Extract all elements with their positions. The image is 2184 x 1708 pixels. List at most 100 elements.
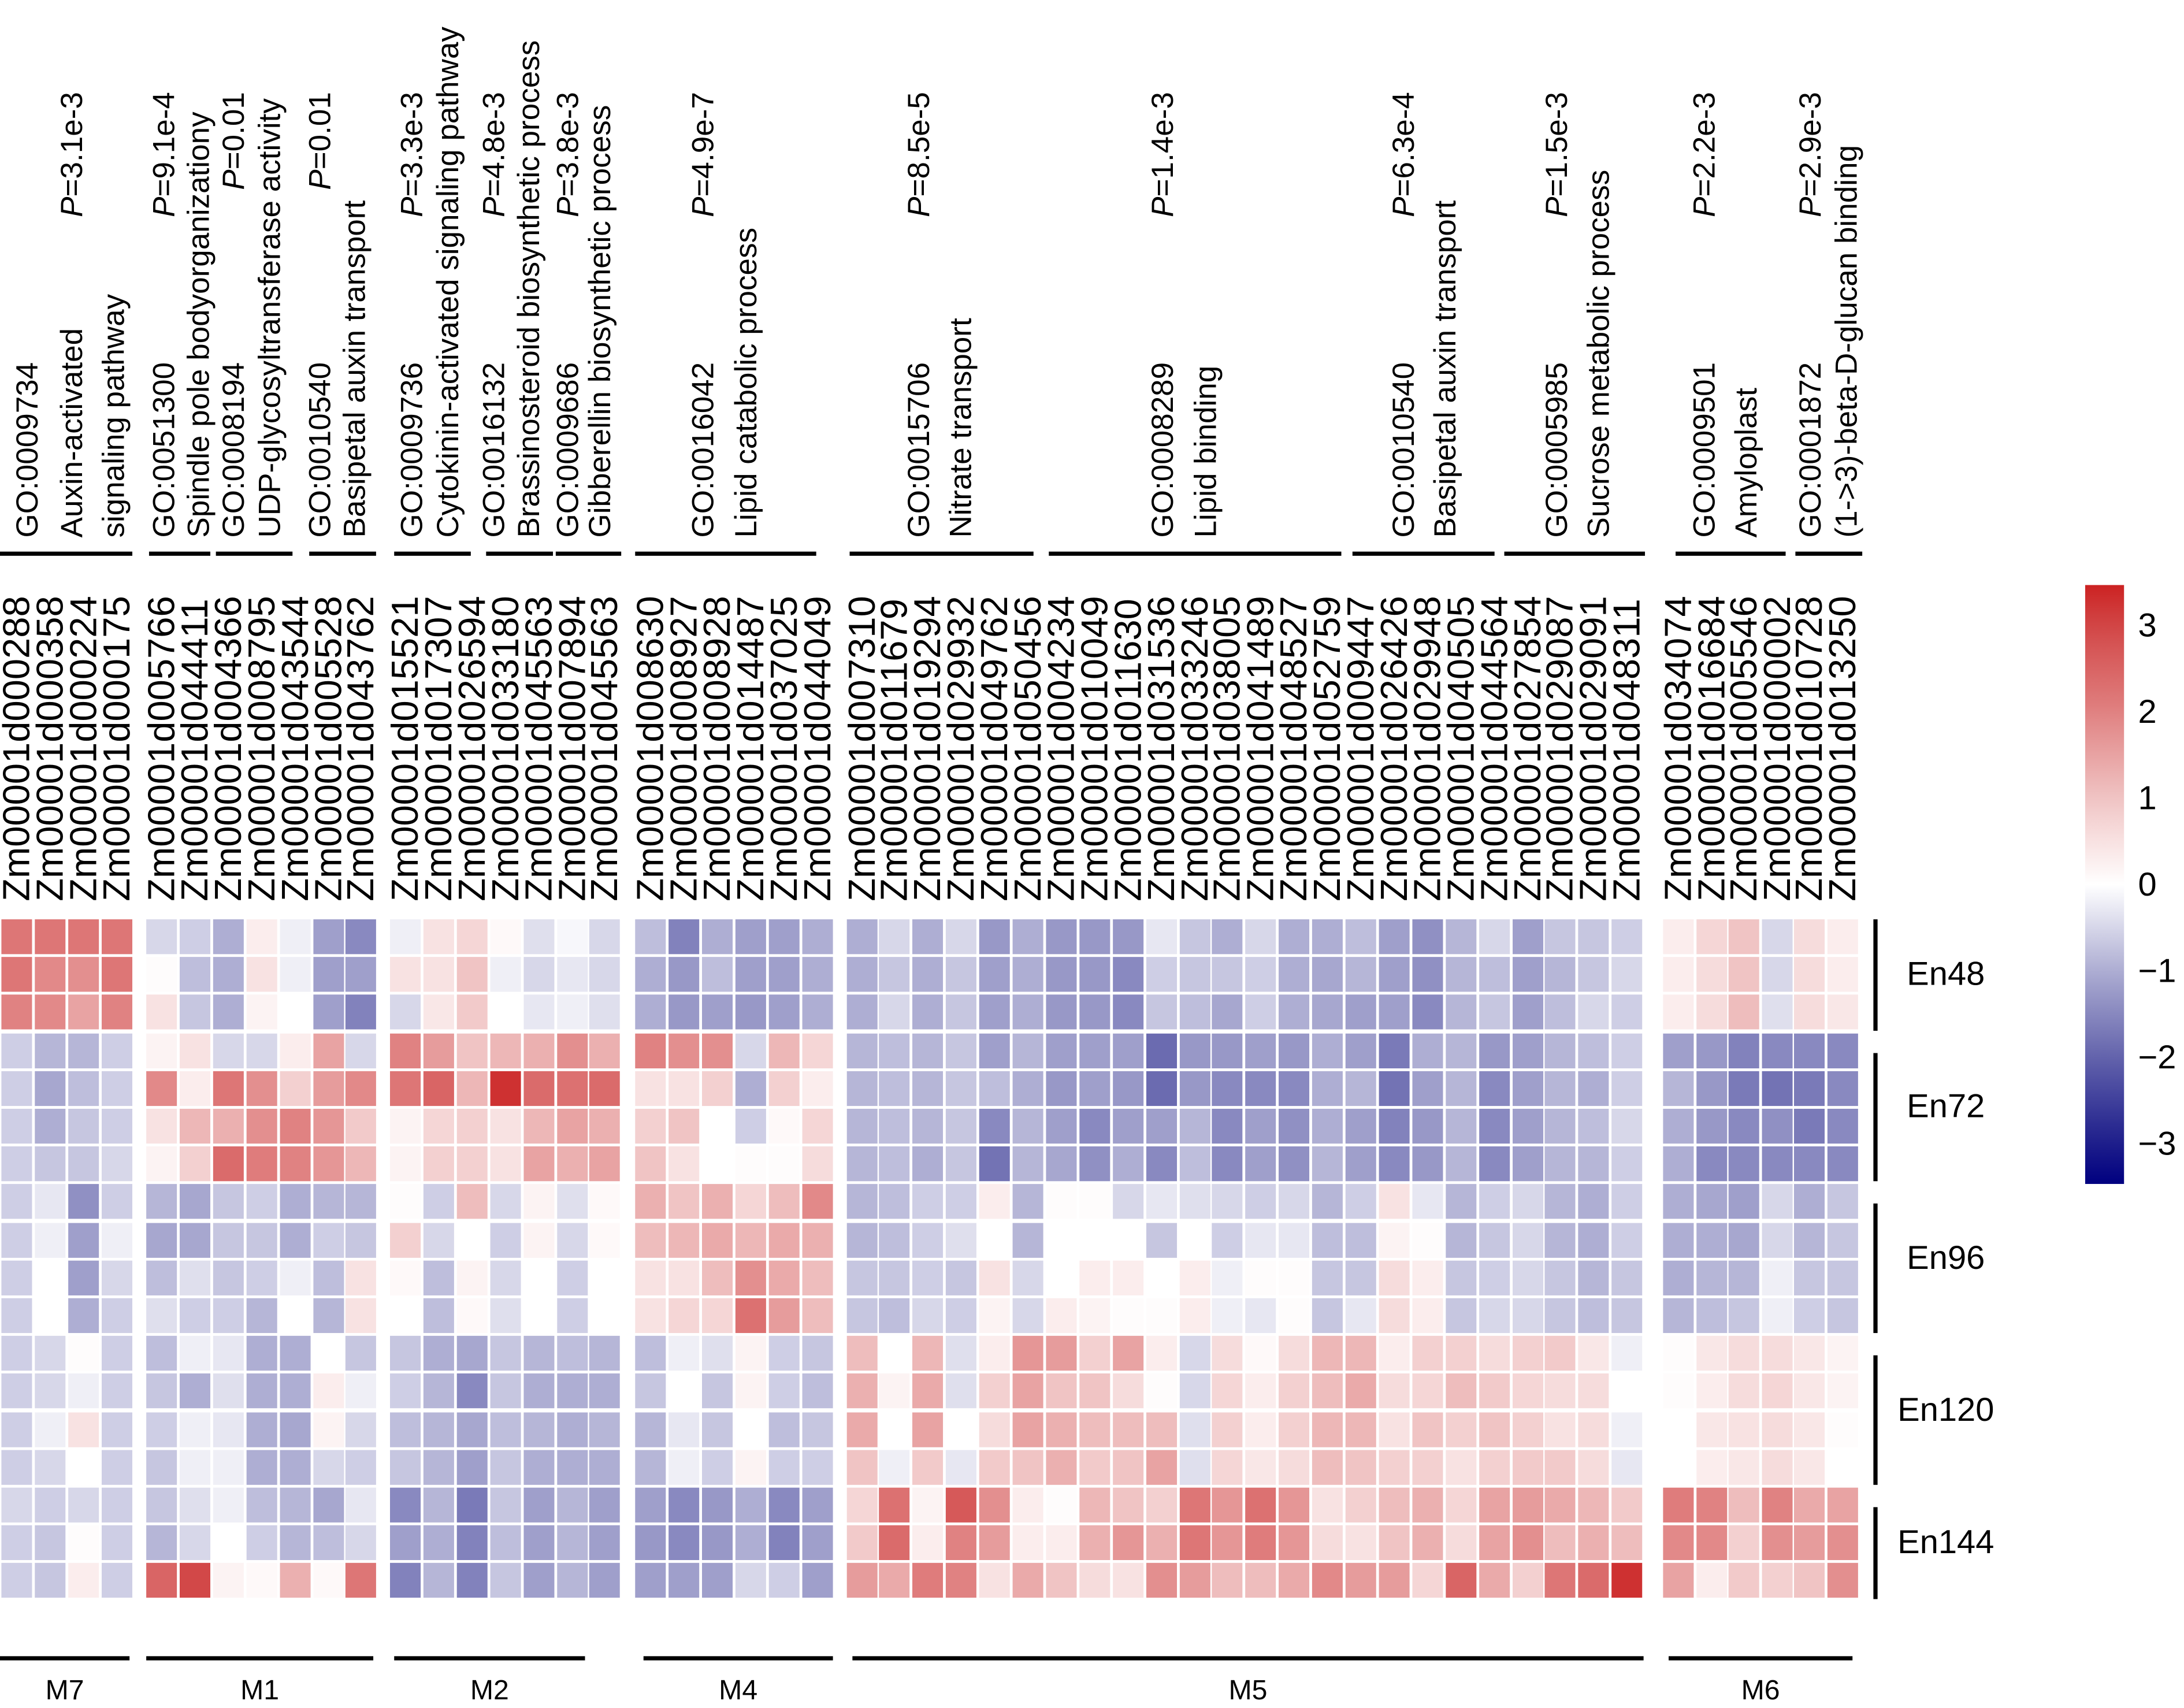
heatmap-cell	[423, 1071, 454, 1106]
heatmap-cell	[1445, 1563, 1476, 1599]
heatmap-cell	[489, 957, 521, 992]
heatmap-cell	[1728, 1260, 1759, 1295]
heatmap-cell	[1179, 1336, 1210, 1371]
p-symbol: P	[476, 196, 511, 217]
heatmap-cell	[1379, 1412, 1410, 1447]
heatmap-cell	[589, 1185, 621, 1220]
heatmap-cell	[1245, 1108, 1276, 1144]
heatmap-cell	[1663, 919, 1694, 955]
heatmap-cell	[635, 1185, 666, 1220]
heatmap-cell	[768, 1450, 799, 1485]
heatmap-cell	[1012, 957, 1043, 992]
heatmap-cell	[313, 1525, 344, 1561]
go-id: GO:0010540	[1386, 362, 1421, 538]
heatmap-cell	[246, 1373, 277, 1409]
heatmap-cell	[489, 1260, 521, 1295]
heatmap-cell	[1511, 1222, 1543, 1257]
heatmap-cell	[423, 1563, 454, 1599]
p-value: P=0.01	[216, 92, 251, 190]
heatmap-cell	[1212, 1260, 1243, 1295]
heatmap-cell	[979, 1071, 1010, 1106]
heatmap-cell	[1412, 1146, 1443, 1182]
heatmap-cell	[1826, 1071, 1858, 1106]
heatmap-cell	[846, 1222, 877, 1257]
heatmap-cell	[1696, 1450, 1727, 1485]
heatmap-cell	[35, 1336, 66, 1371]
go-bracket	[635, 551, 816, 556]
heatmap-cell	[1146, 1373, 1177, 1409]
heatmap-cell	[1578, 1373, 1610, 1409]
heatmap-cell	[1793, 1336, 1825, 1371]
heatmap-cell	[1, 1185, 32, 1220]
heatmap-cell	[489, 995, 521, 1030]
heatmap-cell	[1079, 1146, 1110, 1182]
heatmap-cell	[979, 1146, 1010, 1182]
heatmap-cell	[456, 1563, 488, 1599]
heatmap-cell	[389, 995, 421, 1030]
heatmap-cell	[1793, 1563, 1825, 1599]
heatmap-cell	[1696, 957, 1727, 992]
heatmap-cell	[735, 1412, 766, 1447]
heatmap-cell	[68, 957, 99, 992]
heatmap-cell	[1663, 1260, 1694, 1295]
heatmap-cell	[801, 1185, 833, 1220]
module-bar	[0, 1656, 130, 1661]
heatmap-cell	[1663, 1071, 1694, 1106]
heatmap-cell	[279, 1185, 310, 1220]
heatmap-cell	[279, 1450, 310, 1485]
go-term: Brassinosteroid biosynthetic process	[511, 40, 546, 538]
heatmap-cell	[146, 1563, 177, 1599]
heatmap-cell	[635, 1336, 666, 1371]
heatmap-cell	[1179, 1412, 1210, 1447]
heatmap-cell	[35, 1412, 66, 1447]
heatmap-cell	[423, 995, 454, 1030]
heatmap-cell	[346, 1563, 377, 1599]
heatmap-cell	[346, 1108, 377, 1144]
heatmap-cell	[635, 957, 666, 992]
heatmap-cell	[101, 1260, 133, 1295]
heatmap-cell	[101, 1450, 133, 1485]
heatmap-cell	[1179, 1185, 1210, 1220]
heatmap-cell	[589, 1487, 621, 1523]
module-label: M1	[240, 1676, 280, 1707]
heatmap-cell	[1012, 1146, 1043, 1182]
heatmap-cell	[668, 1260, 699, 1295]
heatmap-cell	[912, 1563, 944, 1599]
heatmap-cell	[489, 1563, 521, 1599]
heatmap-cell	[1046, 1525, 1077, 1561]
heatmap-cell	[1793, 1487, 1825, 1523]
p-number: =2.9e-3	[1792, 92, 1828, 197]
heatmap-cell	[179, 1146, 210, 1182]
colorbar-tick-label: −1	[2138, 952, 2176, 991]
heatmap-cell	[213, 1033, 244, 1068]
row-group-label: En48	[1907, 955, 1985, 993]
heatmap-cell	[801, 1450, 833, 1485]
heatmap-cell	[1112, 1563, 1143, 1599]
heatmap-cell	[846, 1525, 877, 1561]
heatmap-cell	[1112, 919, 1143, 955]
heatmap-cell	[1146, 1298, 1177, 1334]
module-label: M2	[470, 1676, 509, 1707]
heatmap-cell	[1728, 1525, 1759, 1561]
heatmap-cell	[346, 957, 377, 992]
heatmap-cell	[456, 1298, 488, 1334]
heatmap-cell	[846, 1373, 877, 1409]
heatmap-cell	[456, 1525, 488, 1561]
heatmap-cell	[1379, 1260, 1410, 1295]
heatmap-cell	[1826, 1563, 1858, 1599]
heatmap-cell	[1445, 1298, 1476, 1334]
heatmap-cell	[213, 1336, 244, 1371]
heatmap-cell	[1412, 1563, 1443, 1599]
heatmap-cell	[313, 1146, 344, 1182]
p-value: P=8.5e-5	[901, 92, 936, 217]
go-term: Cytokinin-activated signaling pathway	[430, 27, 466, 538]
heatmap-cell	[246, 1525, 277, 1561]
heatmap-cell	[456, 995, 488, 1030]
heatmap-cell	[801, 957, 833, 992]
p-symbol: P	[1687, 196, 1722, 217]
heatmap-cell	[1793, 1450, 1825, 1485]
heatmap-cell	[1079, 995, 1110, 1030]
heatmap-cell	[1511, 1260, 1543, 1295]
go-id: GO:0051300	[146, 362, 181, 538]
heatmap-cell	[735, 1298, 766, 1334]
